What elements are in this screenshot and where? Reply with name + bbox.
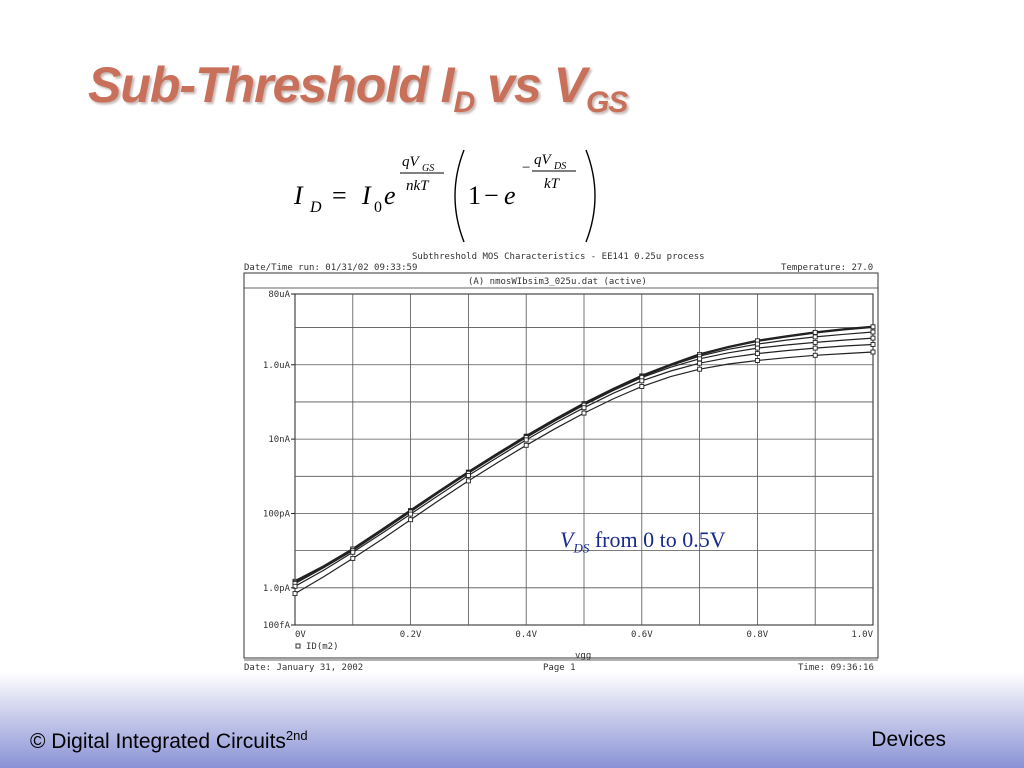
- series-marker-5: [465, 478, 471, 484]
- plot-footer-page: Page 1: [543, 663, 576, 673]
- series-marker-4: [523, 437, 529, 443]
- eq-id-symbol: I: [293, 181, 304, 210]
- y-tick-label: 100fA: [263, 621, 291, 631]
- subthreshold-plot: Subthreshold MOS Characteristics - EE141…: [238, 247, 886, 675]
- grid-lines: [295, 294, 873, 625]
- x-tick-labels: 0V 0.2V 0.4V 0.6V 0.8V 1.0V: [295, 630, 874, 640]
- series-marker-2: [870, 329, 876, 335]
- plot-temperature: Temperature: 27.0: [781, 263, 873, 273]
- x-tick-label: 0.4V: [515, 630, 537, 640]
- y-tick-labels: 80uA 1.0uA 10nA 100pA 1.0pA 100fA: [263, 290, 295, 631]
- series-marker-2: [812, 334, 818, 340]
- y-tick-label: 100pA: [263, 509, 291, 519]
- plot-title: Subthreshold MOS Characteristics - EE141…: [412, 252, 705, 262]
- plot-footer-time: Time: 09:36:16: [798, 663, 874, 673]
- series-marker-3: [754, 345, 760, 351]
- x-tick-label: 0.2V: [400, 630, 422, 640]
- eq-equals: =: [332, 181, 347, 210]
- y-tick-label: 10nA: [268, 435, 290, 445]
- plot-footer-date: Date: January 31, 2002: [244, 663, 363, 673]
- y-tick-label: 1.0pA: [263, 584, 291, 594]
- eq-exp2-numerator: qV: [534, 152, 553, 168]
- eq-i0-symbol: I: [361, 181, 372, 210]
- plot-frame: [243, 272, 879, 659]
- eq-i0-sub: 0: [374, 199, 382, 216]
- subthreshold-current-equation: I D = I 0 e qV GS nkT 1 − e − qV DS kT: [293, 149, 596, 243]
- series-marker-4: [697, 360, 703, 366]
- series-marker-5: [581, 410, 587, 416]
- eq-exp2-denominator: kT: [544, 176, 561, 192]
- series-marker-3: [870, 335, 876, 341]
- chart-svg: Subthreshold MOS Characteristics - EE141…: [243, 252, 879, 673]
- y-tick-label: 80uA: [268, 290, 290, 300]
- eq-id-sub: D: [309, 199, 322, 216]
- series-marker-5: [639, 384, 645, 389]
- eq-left-paren: [454, 149, 465, 243]
- series-marker-2: [754, 341, 760, 347]
- series-marker-4: [581, 405, 587, 411]
- series-lines: [292, 324, 876, 597]
- eq-one: 1: [468, 181, 481, 210]
- series-marker-4: [870, 342, 876, 347]
- x-tick-label: 0V: [295, 630, 306, 640]
- series-marker-4: [812, 345, 818, 351]
- plot-file-label: (A) nmosWIbsim3_025u.dat (active): [468, 277, 647, 287]
- series-marker-5: [754, 358, 760, 363]
- eq-exp2-numerator-sub: DS: [553, 161, 566, 172]
- series-marker-5: [697, 366, 703, 372]
- series-marker-1: [870, 324, 876, 330]
- series-marker-5: [870, 349, 876, 355]
- eq-right-paren: [585, 149, 596, 243]
- series-marker-5: [812, 352, 818, 358]
- eq-exp-base-1: e: [384, 181, 396, 210]
- x-tick-label: 0.6V: [631, 630, 653, 640]
- series-marker-4: [754, 351, 760, 357]
- series-marker-4: [639, 378, 645, 384]
- series-marker-3: [812, 339, 818, 345]
- slide-title: Sub-Threshold ID vs VGS: [88, 57, 628, 119]
- y-tick-label: 1.0uA: [263, 361, 291, 371]
- x-tick-label: 1.0V: [851, 630, 873, 640]
- series-marker-4: [465, 473, 471, 478]
- x-axis-label: vgg: [575, 651, 591, 661]
- footer-section: Devices: [871, 728, 946, 751]
- eq-exp1-numerator-sub: GS: [422, 163, 434, 174]
- series-marker-5: [523, 442, 529, 448]
- series-marker-1: [812, 329, 818, 335]
- series-marker-5: [292, 591, 298, 597]
- series-marker-4: [408, 511, 414, 517]
- eq-minus: −: [484, 181, 499, 210]
- vds-annotation: VDS from 0 to 0.5V: [560, 527, 726, 556]
- footer-copyright: © Digital Integrated Circuits2nd: [30, 728, 308, 753]
- series-marker-5: [408, 517, 414, 523]
- x-tick-label: 0.8V: [747, 630, 769, 640]
- series-marker-3: [697, 356, 703, 362]
- slide-footer: © Digital Integrated Circuits2nd Devices: [0, 672, 1024, 768]
- eq-exp-base-2: e: [504, 181, 516, 210]
- series-marker-4: [350, 549, 356, 555]
- plot-date-time: Date/Time run: 01/31/02 09:33:59: [244, 263, 417, 273]
- eq-exp1-denominator: nkT: [406, 178, 430, 194]
- legend-label: ID(m2): [306, 642, 339, 652]
- legend-marker: [295, 643, 301, 649]
- series-marker-5: [350, 555, 356, 561]
- eq-exp2-sign: −: [522, 160, 530, 176]
- eq-exp1-numerator: qV: [402, 154, 421, 170]
